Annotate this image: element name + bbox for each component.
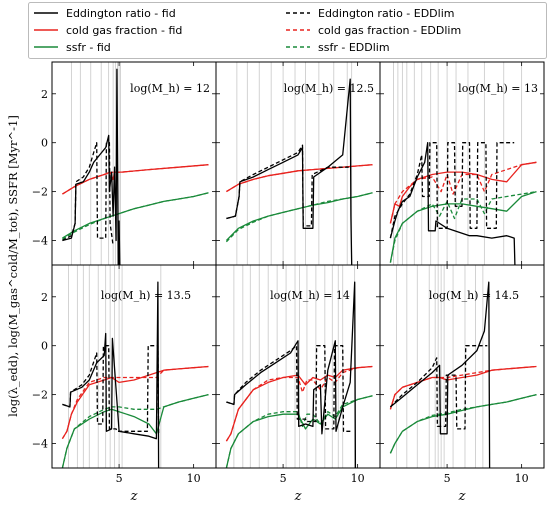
series-line bbox=[226, 281, 357, 468]
legend-entry: ssfr - EDDlim bbox=[318, 41, 390, 54]
series-line bbox=[62, 192, 209, 239]
panel-frame bbox=[379, 264, 545, 469]
series-line bbox=[389, 365, 537, 410]
series-line bbox=[61, 365, 209, 440]
legend-entry: ssfr - fid bbox=[66, 41, 111, 54]
series-line bbox=[389, 142, 516, 265]
y-tick-label: −2 bbox=[32, 186, 48, 199]
series-line bbox=[389, 281, 491, 468]
series-line bbox=[62, 142, 114, 246]
series-line bbox=[62, 164, 209, 195]
series-group bbox=[389, 281, 537, 468]
panel-label: log(M_h) = 12 bbox=[130, 82, 210, 95]
axis-labels: z z z log(λ_edd), log(M_gas^cold/M_tot), SS… bbox=[6, 115, 466, 504]
y-tick-label: 2 bbox=[41, 291, 48, 304]
series-line bbox=[225, 365, 373, 442]
panel-label: log(M_h) = 12.5 bbox=[284, 82, 374, 95]
panel: 5 10 log(M_h) = 14 bbox=[215, 264, 381, 485]
x-axis-label: z bbox=[458, 489, 466, 504]
series-group bbox=[225, 78, 373, 265]
series-line bbox=[389, 393, 537, 454]
series-line bbox=[226, 345, 352, 432]
panel-label: log(M_h) = 13.5 bbox=[101, 289, 191, 302]
series-line bbox=[389, 190, 537, 263]
series-group bbox=[62, 68, 209, 265]
panel: log(M_h) = 13 bbox=[379, 61, 545, 266]
y-tick-label: 0 bbox=[41, 137, 48, 150]
series-line bbox=[61, 393, 209, 468]
series-line bbox=[61, 393, 209, 468]
panel-label: log(M_h) = 14.5 bbox=[429, 289, 519, 302]
series-line bbox=[62, 192, 209, 240]
x-tick-label: 10 bbox=[187, 472, 201, 485]
series-line bbox=[389, 345, 488, 430]
series-line bbox=[389, 161, 537, 224]
series-group bbox=[225, 281, 373, 468]
x-axis-label: z bbox=[294, 489, 302, 504]
x-tick-label: 5 bbox=[444, 472, 451, 485]
panel-grid: −4 −2 0 2 log(M_h) = 12 log(M_h) = 12.5 log(M_… bbox=[32, 61, 545, 485]
series-group bbox=[389, 142, 537, 265]
series-line bbox=[62, 281, 160, 468]
legend-entry: Eddington ratio - fid bbox=[66, 7, 176, 20]
x-axis-label: z bbox=[130, 489, 138, 504]
y-axis-label: log(λ_edd), log(M_gas^cold/M_tot), SSFR … bbox=[6, 115, 20, 417]
y-tick-label: 0 bbox=[41, 340, 48, 353]
series-line bbox=[225, 395, 373, 468]
panel: log(M_h) = 12.5 bbox=[215, 61, 381, 266]
legend-entry: cold gas fraction - EDDlim bbox=[318, 24, 461, 37]
panel-label: log(M_h) = 14 bbox=[270, 289, 350, 302]
series-line bbox=[226, 144, 349, 227]
y-tick-label: −4 bbox=[32, 235, 48, 248]
series-line bbox=[389, 365, 537, 410]
series-line bbox=[389, 142, 515, 239]
x-tick-label: 5 bbox=[116, 472, 123, 485]
y-tick-label: −2 bbox=[32, 389, 48, 402]
y-tick-label: −4 bbox=[32, 438, 48, 451]
series-line bbox=[389, 190, 537, 263]
panel-label: log(M_h) = 13 bbox=[458, 82, 538, 95]
series-line bbox=[389, 161, 537, 224]
legend-entry: Eddington ratio - EDDlim bbox=[318, 7, 454, 20]
panel: 5 10 log(M_h) = 14.5 bbox=[379, 264, 545, 485]
x-tick-label: 5 bbox=[280, 472, 287, 485]
y-tick-label: 2 bbox=[41, 88, 48, 101]
panel: −4 −2 0 2 log(M_h) = 12 bbox=[32, 61, 217, 266]
series-line bbox=[225, 192, 373, 243]
series-line bbox=[61, 365, 209, 440]
x-tick-label: 10 bbox=[351, 472, 365, 485]
x-tick-label: 10 bbox=[515, 472, 529, 485]
panel: −4 −2 0 2 5 10 log(M_h) = 13.5 bbox=[32, 264, 217, 485]
series-line bbox=[389, 393, 537, 454]
series-group bbox=[61, 281, 209, 468]
legend-entry: cold gas fraction - fid bbox=[66, 24, 182, 37]
legend: Eddington ratio - fid cold gas fraction -… bbox=[28, 2, 547, 59]
